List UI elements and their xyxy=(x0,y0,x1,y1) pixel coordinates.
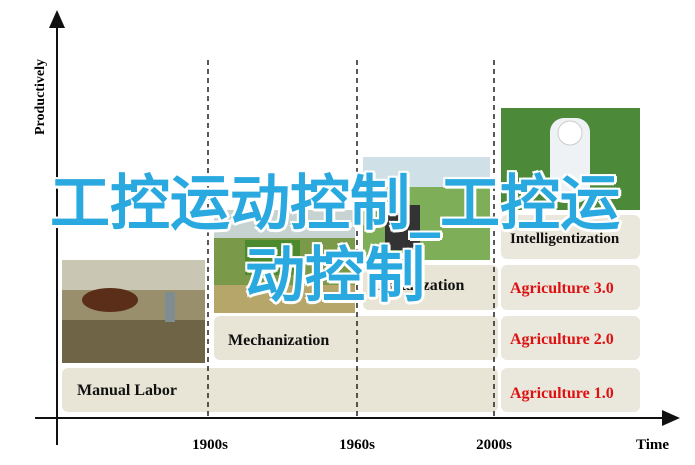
x-axis-label: Time xyxy=(636,437,669,453)
stage-label: Digitalization xyxy=(372,277,465,294)
photo-manual xyxy=(62,260,205,363)
stage-label: Mechanization xyxy=(228,332,329,349)
level-label: Agriculture 3.0 xyxy=(510,280,614,297)
box-level-3 xyxy=(501,368,640,412)
tick-label: 2000s xyxy=(476,437,512,453)
box-level-0 xyxy=(501,215,640,259)
photo-digital xyxy=(363,157,490,260)
box-manual xyxy=(62,368,498,412)
level-label: Agriculture 1.0 xyxy=(510,385,614,402)
level-label: Agriculture 2.0 xyxy=(510,331,614,348)
tick-label: 1960s xyxy=(339,437,375,453)
box-level-1 xyxy=(501,265,640,310)
box-level-2 xyxy=(501,316,640,360)
stage-label: Manual Labor xyxy=(77,382,177,399)
photo-intelligent xyxy=(501,108,640,210)
tick-label: 1900s xyxy=(192,437,228,453)
box-digital xyxy=(363,265,498,310)
watermark-text: 工控运动控制_工控运动控制 xyxy=(50,169,620,311)
box-mechanization xyxy=(214,316,498,360)
photo-mechanization xyxy=(214,210,355,313)
y-axis-label: Productively xyxy=(33,59,48,135)
level-label: Intelligentization xyxy=(510,231,620,247)
